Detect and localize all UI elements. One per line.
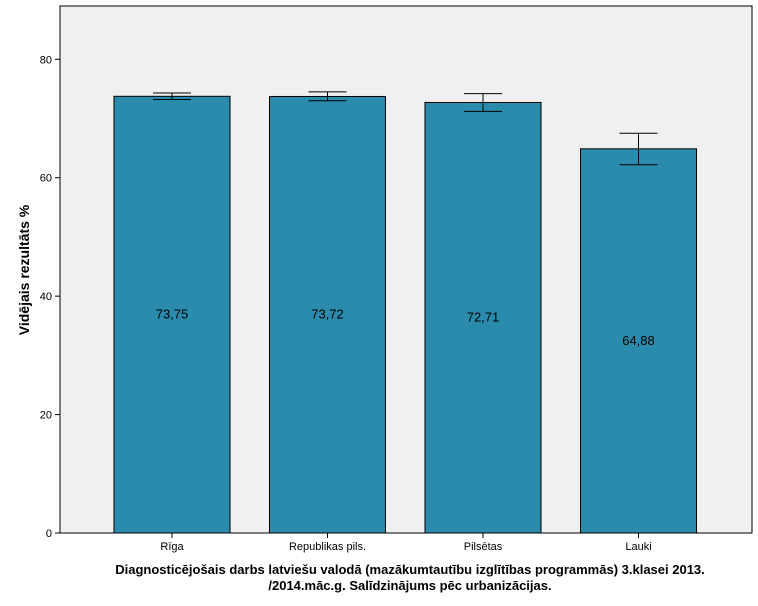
- y-tick-label: 80: [40, 54, 52, 66]
- bar: [580, 148, 697, 534]
- bar-value-label: 64,88: [622, 333, 655, 348]
- bar: [424, 101, 542, 534]
- y-tick-label: 20: [40, 410, 52, 422]
- x-tick-label: Pilsētas: [464, 541, 503, 553]
- chart-caption: Diagnosticējošais darbs latviešu valodā …: [40, 562, 758, 594]
- y-tick-label: 60: [40, 173, 52, 185]
- x-tick-label: Republikas pils.: [289, 541, 366, 553]
- y-tick-label: 40: [40, 291, 52, 303]
- caption-line-1: Diagnosticējošais darbs latviešu valodā …: [115, 562, 705, 577]
- y-axis: 0 20 40 60 80: [40, 54, 60, 540]
- bar: [269, 95, 386, 534]
- x-tick-label: Rīga: [160, 541, 184, 553]
- bar-value-label: 73,72: [311, 307, 344, 322]
- bar-value-label: 72,71: [467, 310, 500, 325]
- y-tick-label: 0: [46, 528, 52, 540]
- bars-group: 73,75 73,72 72,71 64,88: [113, 91, 697, 534]
- caption-line-2: /2014.māc.g. Salīdzinājums pēc urbanizāc…: [268, 578, 552, 593]
- x-tick-label: Lauki: [625, 541, 651, 553]
- y-axis-label: Vidējais rezultāts %: [16, 204, 32, 335]
- bar-value-label: 73,75: [156, 307, 189, 322]
- x-axis: Rīga Republikas pils. Pilsētas Lauki: [160, 533, 652, 553]
- bar: [113, 95, 231, 534]
